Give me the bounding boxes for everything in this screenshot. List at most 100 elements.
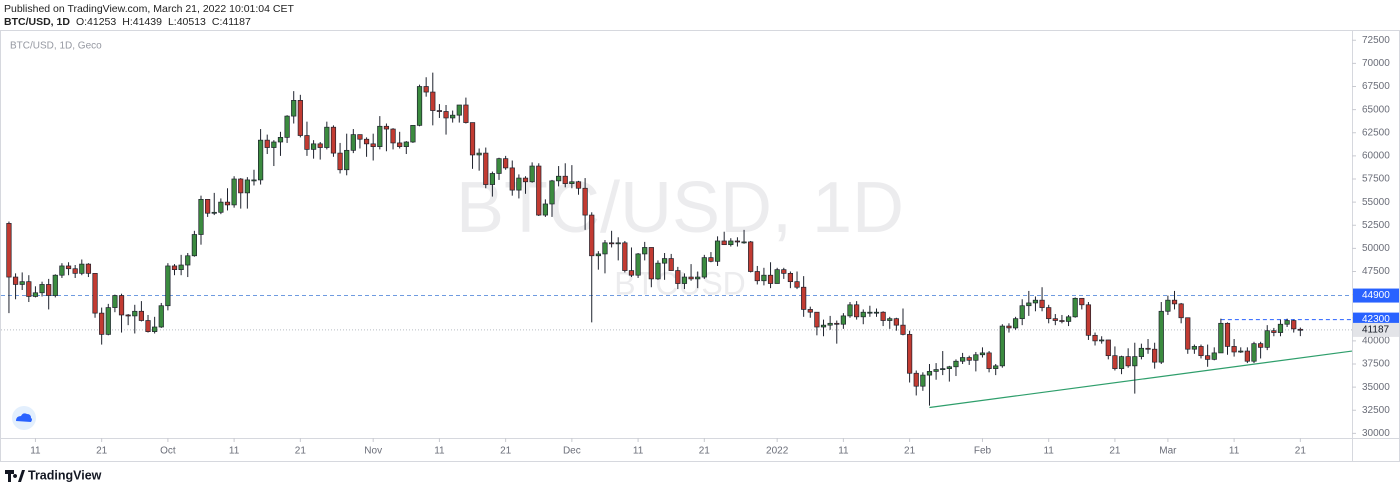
candle-body: [807, 309, 813, 313]
candle-body: [357, 134, 363, 140]
candle-body: [191, 234, 197, 257]
x-tick-label: 21: [1295, 446, 1307, 457]
candle-body: [291, 100, 297, 117]
candle-body: [12, 276, 19, 285]
candle-body: [734, 240, 741, 243]
candle-body: [675, 270, 681, 284]
trendline: [929, 350, 1353, 409]
candle-body: [1079, 297, 1085, 306]
candle-body: [728, 240, 734, 246]
candle-body: [953, 360, 959, 368]
candle-body: [893, 318, 899, 326]
candle-body: [19, 281, 25, 285]
candle-body: [661, 258, 668, 264]
candle-body: [595, 253, 601, 257]
x-tick-label: 11: [434, 446, 445, 457]
candle-body: [1284, 320, 1290, 325]
candle-body: [171, 265, 178, 271]
y-tick-label: 55000: [1362, 197, 1390, 208]
candle-body: [1072, 297, 1078, 318]
candle-body: [1132, 356, 1138, 367]
candle-body: [827, 322, 833, 326]
candle-body: [635, 253, 641, 276]
candle-body: [1251, 343, 1257, 362]
y-tick-label: 32500: [1362, 405, 1390, 416]
candle-body: [370, 143, 376, 147]
candle-body: [1291, 320, 1297, 330]
candle-body: [224, 201, 231, 206]
candle-body: [1065, 316, 1072, 322]
candle-body: [1231, 346, 1237, 353]
candle-body: [198, 199, 204, 235]
candle-body: [628, 270, 635, 276]
ohlc-header: BTC/USD, 1D O:41253 H:41439 L:40513 C:41187: [4, 16, 251, 28]
candle-body: [99, 312, 105, 335]
candle-body: [1046, 307, 1052, 320]
x-tick-label: 11: [1229, 446, 1240, 457]
candle-body: [178, 264, 184, 270]
y-tick-label: 57500: [1362, 174, 1390, 185]
candle-body: [1012, 318, 1019, 329]
candle-body: [1238, 350, 1244, 353]
ohlc-value: 41187: [222, 16, 251, 28]
candle-body: [1006, 325, 1012, 329]
candle-body: [721, 240, 727, 246]
candle-body: [185, 255, 191, 266]
candle-body: [509, 167, 515, 191]
candle-body: [993, 365, 999, 369]
candle-body: [582, 187, 588, 216]
candle-body: [264, 139, 270, 148]
candle-body: [542, 203, 548, 216]
y-tick-label: 37500: [1362, 359, 1390, 370]
candle-body: [1138, 347, 1145, 357]
candle-body: [1171, 299, 1178, 305]
hline-label: 44900: [1362, 290, 1390, 301]
candle-body: [701, 257, 707, 278]
candle-body: [1099, 339, 1105, 342]
candle-body: [867, 311, 873, 314]
y-tick-label: 52500: [1362, 220, 1390, 231]
candle-body: [522, 177, 529, 183]
candle-body: [946, 366, 952, 369]
candle-body: [496, 158, 502, 174]
ohlc-label: L:: [168, 16, 177, 28]
candle-body: [966, 357, 972, 361]
x-tick-label: 11: [229, 446, 240, 457]
candle-body: [1059, 320, 1065, 322]
x-tick-label: 21: [295, 446, 307, 457]
candle-body: [668, 258, 674, 271]
candle-body: [26, 281, 32, 297]
candle-body: [105, 307, 111, 335]
x-tick-label: Nov: [364, 446, 382, 457]
ohlc-label: C:: [212, 16, 223, 28]
candle-body: [277, 137, 284, 143]
x-tick-label: Oct: [160, 446, 176, 457]
candle-body: [363, 138, 370, 145]
candle-body: [337, 152, 343, 171]
candle-body: [887, 318, 893, 321]
candle-body: [132, 310, 138, 317]
candle-body: [814, 311, 820, 328]
candle-body: [152, 326, 158, 332]
candle-body: [834, 322, 840, 325]
x-tick-label: 21: [500, 446, 512, 457]
badge-cloud: [16, 413, 32, 422]
y-tick-label: 62500: [1362, 127, 1390, 138]
ohlc-label: O:: [76, 16, 87, 28]
tv-badge: [12, 406, 36, 430]
candle-body: [469, 122, 476, 156]
candle-body: [648, 247, 654, 280]
candle-body: [410, 124, 416, 143]
last-price-label: 41187: [1362, 325, 1390, 336]
candle-body: [1191, 346, 1197, 350]
candle-body: [456, 104, 462, 116]
candle-body: [463, 104, 469, 123]
candle-body: [1145, 347, 1151, 350]
candle-body: [238, 178, 244, 194]
candle-body: [284, 115, 290, 138]
candle-body: [317, 143, 323, 148]
y-tick-label: 47500: [1362, 266, 1390, 277]
candle-body: [642, 247, 648, 255]
